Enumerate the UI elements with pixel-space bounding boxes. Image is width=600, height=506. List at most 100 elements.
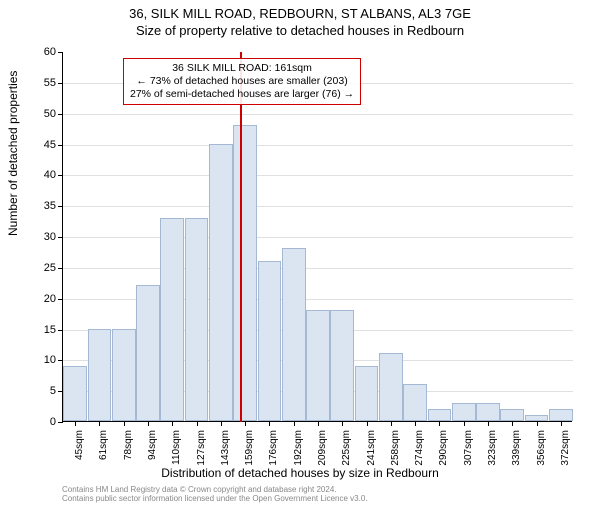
ytick-mark [58,52,63,53]
gridline [63,145,573,146]
histogram-bar [403,384,427,421]
xtick-mark [342,421,343,426]
histogram-bar [112,329,136,422]
histogram-bar [282,248,306,421]
histogram-bar [452,403,476,422]
title-address: 36, SILK MILL ROAD, REDBOURN, ST ALBANS,… [0,6,600,21]
footer-attribution: Contains HM Land Registry data © Crown c… [62,486,368,504]
histogram-bar [258,261,282,421]
xtick-label: 176sqm [268,430,279,470]
ytick-label: 55 [31,77,56,89]
ytick-mark [58,422,63,423]
xtick-label: 209sqm [317,430,328,470]
xtick-label: 78sqm [123,430,134,470]
xtick-label: 192sqm [293,430,304,470]
ytick-label: 10 [31,354,56,366]
xtick-label: 323sqm [487,430,498,470]
xtick-mark [269,421,270,426]
xtick-mark [124,421,125,426]
xtick-mark [197,421,198,426]
ytick-mark [58,360,63,361]
histogram-bar [63,366,87,422]
histogram-bar [549,409,573,421]
plot-area: 36 SILK MILL ROAD: 161sqm← 73% of detach… [62,52,572,422]
ytick-label: 0 [31,416,56,428]
gridline [63,268,573,269]
xtick-label: 290sqm [438,430,449,470]
histogram-bar [306,310,330,421]
ytick-mark [58,330,63,331]
histogram-bar [379,353,403,421]
histogram-bar [330,310,354,421]
xtick-mark [99,421,100,426]
ytick-label: 40 [31,169,56,181]
xtick-mark [318,421,319,426]
xtick-label: 127sqm [196,430,207,470]
xtick-label: 339sqm [511,430,522,470]
xtick-label: 110sqm [171,430,182,470]
xtick-mark [512,421,513,426]
xtick-mark [464,421,465,426]
ytick-mark [58,175,63,176]
ytick-label: 50 [31,108,56,120]
ytick-mark [58,114,63,115]
xtick-mark [148,421,149,426]
xtick-mark [367,421,368,426]
histogram-bar [355,366,379,422]
annotation-line3: 27% of semi-detached houses are larger (… [130,88,354,101]
ytick-label: 35 [31,200,56,212]
xtick-mark [221,421,222,426]
xtick-label: 274sqm [414,430,425,470]
xtick-label: 45sqm [74,430,85,470]
histogram-bar [185,218,209,422]
histogram-bar [476,403,500,422]
ytick-mark [58,206,63,207]
xtick-mark [561,421,562,426]
xtick-label: 61sqm [98,430,109,470]
histogram-bar [88,329,112,422]
marker-line [240,52,242,422]
xtick-label: 159sqm [244,430,255,470]
histogram-bar [160,218,184,422]
ytick-mark [58,299,63,300]
annotation-line1: 36 SILK MILL ROAD: 161sqm [130,62,354,75]
ytick-mark [58,268,63,269]
annotation-box: 36 SILK MILL ROAD: 161sqm← 73% of detach… [123,58,361,105]
chart-area: 36 SILK MILL ROAD: 161sqm← 73% of detach… [62,52,572,422]
xtick-label: 94sqm [147,430,158,470]
histogram-bar [428,409,452,421]
xtick-label: 258sqm [390,430,401,470]
title-subtitle: Size of property relative to detached ho… [0,23,600,38]
histogram-bar [500,409,524,421]
xtick-label: 356sqm [536,430,547,470]
ytick-mark [58,237,63,238]
ytick-label: 20 [31,293,56,305]
ytick-label: 60 [31,46,56,58]
xtick-label: 241sqm [366,430,377,470]
histogram-bar [209,144,233,422]
annotation-line2: ← 73% of detached houses are smaller (20… [130,75,354,88]
ytick-label: 15 [31,324,56,336]
histogram-bar [233,125,257,421]
xtick-label: 307sqm [463,430,474,470]
xtick-mark [439,421,440,426]
ytick-label: 25 [31,262,56,274]
xtick-label: 143sqm [220,430,231,470]
gridline [63,114,573,115]
xtick-mark [172,421,173,426]
ytick-label: 5 [31,385,56,397]
ytick-label: 30 [31,231,56,243]
xtick-mark [75,421,76,426]
xtick-mark [391,421,392,426]
xtick-mark [415,421,416,426]
chart-container: 36, SILK MILL ROAD, REDBOURN, ST ALBANS,… [0,6,600,506]
xtick-label: 225sqm [341,430,352,470]
xtick-mark [488,421,489,426]
histogram-bar [136,285,160,421]
y-axis-label: Number of detached properties [6,71,20,236]
ytick-mark [58,145,63,146]
gridline [63,206,573,207]
xtick-label: 372sqm [560,430,571,470]
xtick-mark [537,421,538,426]
gridline [63,237,573,238]
